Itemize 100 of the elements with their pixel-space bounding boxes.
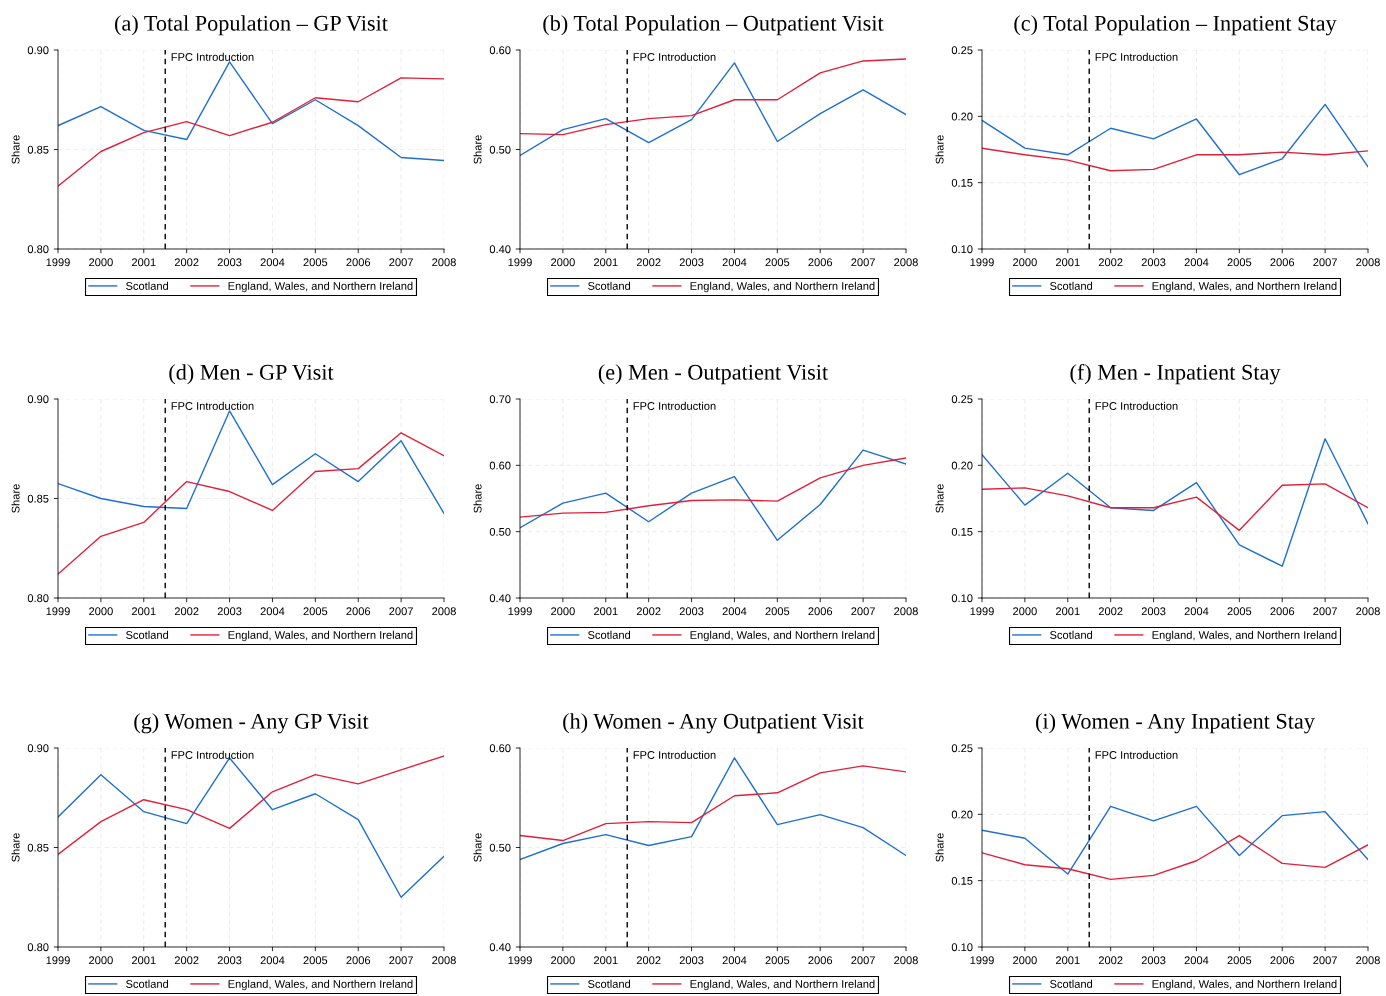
ref-line-label: FPC Introduction [1095,750,1178,759]
x-tick-label: 2003 [1141,258,1166,267]
x-tick-label: 1999 [970,956,994,965]
legend-label: Scotland [126,630,169,639]
x-tick-label: 2006 [808,607,833,616]
line-series [58,757,444,898]
y-axis-title: Share [11,833,20,862]
legend-label: England, Wales, and Northern Ireland [228,281,413,293]
x-tick-label: 2007 [389,956,413,965]
x-tick-label: 2007 [851,607,875,616]
x-tick-label: 2006 [346,258,371,267]
legend-label: England, Wales, and Northern Ireland [228,979,413,991]
y-tick-label: 0.10 [951,245,973,254]
y-tick-label: 0.25 [951,46,973,55]
x-tick-label: 2000 [1013,258,1037,267]
x-tick-label: 1999 [508,607,532,616]
y-tick-label: 0.90 [27,395,49,404]
chart-title: (c) Total Population – Inpatient Stay [1014,15,1337,36]
x-tick-label: 2003 [217,258,242,267]
y-tick-label: 0.10 [951,943,973,952]
x-tick-label: 2002 [1098,258,1123,267]
x-tick-label: 2003 [1141,607,1166,616]
legend-label: England, Wales, and Northern Ireland [690,281,875,293]
ref-line-label: FPC Introduction [171,750,254,759]
x-tick-label: 2008 [1356,258,1380,267]
ref-line-label: FPC Introduction [633,750,716,759]
x-tick-label: 2008 [432,607,456,616]
x-tick-label: 2000 [89,607,113,616]
y-tick-label: 0.40 [489,943,511,952]
x-tick-label: 2004 [722,956,747,965]
line-series [520,457,906,518]
x-tick-label: 2004 [1184,258,1209,267]
x-tick-label: 2007 [1313,607,1337,616]
legend-label: Scotland [126,281,169,290]
y-tick-label: 0.50 [489,527,511,536]
x-tick-label: 2008 [1356,956,1380,965]
legend-label: Scotland [588,630,631,639]
line-series [982,147,1368,172]
x-tick-label: 2002 [636,258,661,267]
x-tick-label: 2001 [593,258,618,267]
x-tick-label: 2003 [679,258,704,267]
legend-label: Scotland [1050,979,1093,988]
y-axis-title: Share [11,135,20,164]
x-tick-label: 2000 [1013,956,1037,965]
legend-label: England, Wales, and Northern Ireland [228,630,413,642]
y-tick-label: 0.15 [951,876,973,885]
x-tick-label: 2007 [1313,956,1337,965]
line-series [982,805,1368,875]
x-tick-label: 2008 [894,607,918,616]
ref-line-label: FPC Introduction [171,52,254,61]
line-series [520,765,906,842]
legend-label: Scotland [126,979,169,988]
x-tick-label: 2002 [174,258,199,267]
chart-title: (b) Total Population – Outpatient Visit [543,15,884,36]
line-series [58,410,444,515]
x-tick-label: 2003 [679,956,704,965]
x-tick-label: 2006 [1270,956,1295,965]
x-tick-label: 2003 [217,956,242,965]
x-tick-label: 2006 [1270,607,1295,616]
x-tick-label: 2001 [131,258,156,267]
x-tick-label: 2003 [1141,956,1166,965]
x-tick-label: 1999 [46,607,70,616]
x-tick-label: 2005 [303,956,328,965]
x-tick-label: 2000 [551,258,575,267]
line-series [982,834,1368,881]
y-axis-title: Share [473,135,482,164]
x-tick-label: 2005 [765,258,790,267]
line-series [520,449,906,541]
x-tick-label: 2004 [722,607,747,616]
x-tick-label: 2006 [346,607,371,616]
legend-label: England, Wales, and Northern Ireland [1152,630,1337,642]
y-tick-label: 0.80 [27,245,49,254]
x-tick-label: 2004 [260,258,285,267]
y-tick-label: 0.20 [951,112,973,121]
line-series [520,62,906,157]
legend-label: Scotland [588,979,631,988]
x-tick-label: 2006 [808,258,833,267]
x-tick-label: 2000 [551,956,575,965]
legend-label: England, Wales, and Northern Ireland [1152,281,1337,293]
x-tick-label: 2006 [346,956,371,965]
legend-label: Scotland [1050,630,1093,639]
line-series [58,77,444,187]
x-tick-label: 1999 [508,956,532,965]
x-tick-label: 2005 [765,607,790,616]
x-tick-label: 2001 [1055,607,1080,616]
x-tick-label: 2003 [679,607,704,616]
line-series [982,483,1368,532]
x-tick-label: 2007 [851,258,875,267]
chart-title: (f) Men - Inpatient Stay [1070,363,1281,385]
y-tick-label: 0.80 [27,594,49,603]
x-tick-label: 2001 [1055,956,1080,965]
y-axis-title: Share [935,135,944,164]
ref-line-label: FPC Introduction [1095,52,1178,61]
x-tick-label: 2004 [722,258,747,267]
line-series [58,61,444,162]
x-tick-label: 1999 [970,258,994,267]
chart-title: (a) Total Population – GP Visit [115,15,388,36]
y-tick-label: 0.25 [951,395,973,404]
x-tick-label: 2001 [593,607,618,616]
ref-line-label: FPC Introduction [633,401,716,410]
